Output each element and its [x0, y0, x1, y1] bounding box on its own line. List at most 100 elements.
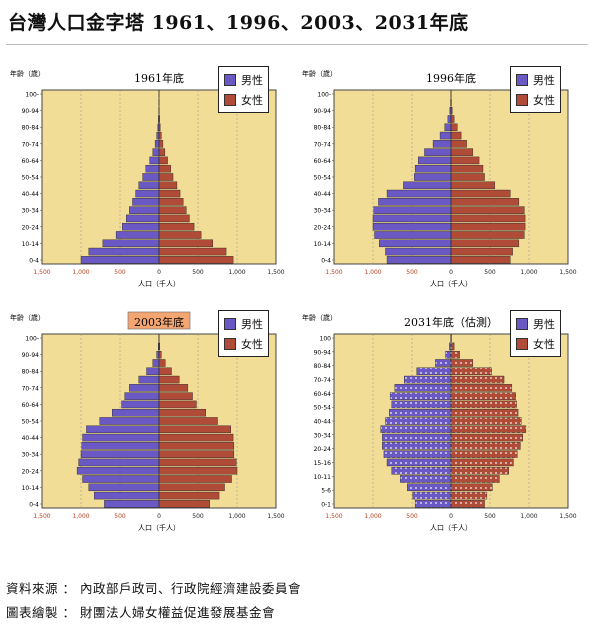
bar-female-25-29: [450, 458, 514, 467]
bar-male-20-24: [76, 466, 160, 475]
bar-male-5-9: [88, 247, 160, 256]
legend-label-female: 女性: [533, 338, 555, 351]
bar-female-75-79: [158, 131, 162, 140]
y-tick-label: 50-54: [314, 405, 332, 412]
bar-female-5-9: [158, 491, 220, 500]
bar-male-65-69: [152, 148, 160, 156]
bar-female-0-4: [158, 500, 210, 508]
x-tick-label: 1,500: [267, 269, 284, 276]
y-tick-label: 100: [320, 336, 332, 343]
bar-female-80-84: [450, 123, 458, 132]
bar-male-70-74: [129, 384, 160, 392]
y-tick-label: 90-94: [22, 108, 40, 115]
bar-female-55-59: [450, 164, 484, 173]
y-tick-label: 70-74: [22, 385, 40, 392]
bar-male-60-64: [418, 156, 452, 165]
bar-female-10-14: [450, 239, 520, 248]
bar-female-25-29: [450, 214, 526, 223]
bar-male-50-54: [385, 417, 452, 425]
x-tick-label: 0: [449, 513, 453, 520]
bar-female-35-39: [450, 442, 521, 450]
y-tick-label: 70-74: [314, 377, 332, 384]
y-tick-label: 10-14: [22, 485, 40, 492]
bar-female-80-84: [158, 367, 172, 376]
bar-female-65-69: [158, 148, 166, 156]
y-axis-label: 年齡（歲）: [302, 313, 337, 322]
legend-item-female: 女性: [224, 90, 263, 110]
bar-female-10-14: [450, 483, 493, 492]
pyramid-chart-2031: 2031年底（估測） 年齡（歲） 0-1 5-6 10-11 15-16 20-24 30-3…: [302, 313, 577, 532]
bar-female-45-49: [450, 181, 495, 190]
bar-male-90-94: [445, 350, 452, 359]
bar-female-30-34: [450, 450, 518, 458]
x-tick-label: 500: [406, 513, 418, 520]
y-tick-label: 50-54: [22, 175, 40, 182]
bar-male-5-9: [412, 491, 452, 500]
bar-male-50-54: [99, 417, 160, 425]
chart-title: 1961年底: [134, 71, 184, 85]
y-tick-label: 50-54: [314, 175, 332, 182]
bar-male-10-14: [102, 239, 160, 248]
y-tick-label: 80-84: [314, 125, 332, 132]
y-tick-label: 60-64: [314, 158, 332, 165]
bar-male-70-74: [432, 140, 452, 148]
bar-female-85-89: [450, 359, 474, 367]
bar-male-45-49: [138, 181, 160, 190]
bar-female-35-39: [158, 442, 235, 450]
bar-male-35-39: [132, 198, 160, 206]
bar-male-50-54: [142, 173, 160, 181]
y-tick-label: 30-34: [314, 208, 332, 215]
bar-male-30-34: [80, 450, 160, 458]
y-tick-label: 70-74: [22, 141, 40, 148]
legend: 男性 女性: [510, 310, 561, 357]
bar-male-0-4: [386, 256, 452, 264]
bar-male-25-29: [372, 214, 452, 223]
y-tick-label: 40-44: [314, 419, 332, 426]
bar-female-70-74: [158, 140, 164, 148]
y-tick-label: 0-1: [321, 502, 331, 509]
bar-female-25-29: [158, 458, 237, 467]
y-tick-label: 20-24: [314, 446, 332, 453]
y-tick-label: 30-34: [314, 432, 332, 439]
y-tick-label: 0-4: [29, 258, 39, 265]
bar-male-65-69: [424, 148, 452, 156]
x-tick-label: 0: [449, 269, 453, 276]
y-tick-label: 80-84: [314, 363, 332, 370]
pyramid-chart-1996: 1996年底 年齡（歲） 0-4 10-14 20-24 30-34 40-44 50-54 6…: [302, 69, 577, 288]
y-tick-label: 20-24: [22, 224, 40, 231]
x-tick-label: 0: [157, 513, 161, 520]
bar-female-70-74: [158, 384, 189, 392]
x-tick-label: 1,000: [228, 513, 245, 520]
bar-female-5-9: [450, 247, 513, 256]
bar-female-20-24: [158, 222, 195, 231]
y-tick-label: 0-4: [321, 258, 331, 265]
x-tick-label: 1,500: [33, 513, 50, 520]
chart-title-highlight: [127, 311, 191, 330]
bar-male-55-59: [145, 164, 160, 173]
title-divider: [6, 44, 588, 45]
legend-item-male: 男性: [516, 70, 555, 90]
bar-male-0-4: [414, 500, 452, 508]
bar-male-5-9: [385, 247, 452, 256]
bar-female-40-44: [450, 433, 523, 442]
bar-male-70-74: [154, 140, 160, 148]
y-tick-label: 90-94: [22, 352, 40, 359]
pyramid-chart-1961: 1961年底 年齡（歲） 0-4 10-14 20-24 30-34 40-44 50-54 6…: [10, 69, 285, 288]
bar-male-60-64: [391, 400, 452, 409]
pyramid-panel-1996: 1996年底 年齡（歲） 0-4 10-14 20-24 30-34 40-44 50-54 6…: [300, 58, 588, 316]
y-tick-label: 30-34: [22, 452, 40, 459]
y-tick-label: 10-14: [314, 241, 332, 248]
bar-female-0-4: [158, 256, 234, 264]
bar-male-20-24: [391, 466, 452, 475]
legend-swatch-female: [516, 94, 528, 106]
bar-female-70-74: [450, 384, 513, 392]
bar-male-75-79: [156, 131, 160, 140]
bar-male-35-39: [81, 442, 160, 450]
x-tick-label: 500: [484, 513, 496, 520]
x-tick-label: 1,500: [33, 269, 50, 276]
y-tick-label: 30-34: [22, 208, 40, 215]
bar-female-20-24: [450, 222, 526, 231]
y-tick-label: 0-4: [29, 502, 39, 509]
x-tick-label: 1,500: [325, 513, 342, 520]
x-tick-label: 500: [484, 269, 496, 276]
